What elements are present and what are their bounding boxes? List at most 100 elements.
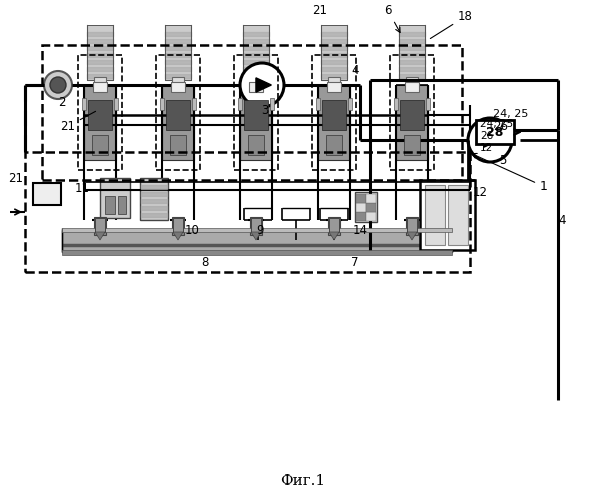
Bar bbox=[78, 55, 122, 170]
Bar bbox=[84, 85, 116, 160]
Bar bbox=[328, 77, 340, 85]
Bar bbox=[93, 82, 107, 92]
Polygon shape bbox=[173, 232, 183, 240]
Bar bbox=[243, 25, 269, 80]
Bar bbox=[270, 98, 274, 110]
Bar bbox=[425, 185, 445, 245]
Bar bbox=[394, 98, 398, 110]
Circle shape bbox=[50, 77, 66, 93]
Bar bbox=[165, 25, 191, 80]
Bar bbox=[321, 25, 347, 80]
Text: 28: 28 bbox=[486, 126, 504, 138]
Text: 24, 25: 24, 25 bbox=[480, 119, 513, 129]
Text: 21: 21 bbox=[60, 112, 96, 133]
Bar bbox=[400, 100, 424, 130]
Bar bbox=[348, 98, 352, 110]
Bar bbox=[171, 82, 185, 92]
Bar bbox=[366, 194, 376, 203]
Bar bbox=[25, 152, 470, 272]
Text: 10: 10 bbox=[185, 224, 199, 236]
Bar bbox=[249, 82, 263, 92]
Bar bbox=[166, 100, 190, 130]
Bar bbox=[240, 85, 272, 160]
Bar bbox=[420, 180, 475, 250]
Text: 18: 18 bbox=[430, 10, 473, 38]
Bar bbox=[476, 120, 514, 144]
Circle shape bbox=[468, 118, 512, 162]
Bar bbox=[328, 217, 340, 235]
Polygon shape bbox=[484, 133, 499, 147]
Text: Фиг.1: Фиг.1 bbox=[281, 474, 325, 488]
Bar bbox=[250, 77, 262, 85]
Bar bbox=[406, 217, 418, 235]
Bar bbox=[94, 77, 106, 85]
Text: 1: 1 bbox=[471, 154, 548, 193]
Text: 3: 3 bbox=[261, 104, 268, 117]
Polygon shape bbox=[329, 232, 339, 240]
Bar bbox=[390, 55, 434, 170]
Text: 21: 21 bbox=[8, 172, 23, 184]
Bar bbox=[355, 192, 377, 222]
Bar bbox=[399, 25, 425, 80]
Bar bbox=[172, 217, 184, 235]
Bar bbox=[312, 55, 356, 170]
Bar bbox=[82, 98, 86, 110]
Text: 8: 8 bbox=[201, 256, 208, 268]
Bar bbox=[87, 25, 113, 80]
Bar bbox=[327, 82, 341, 92]
Bar bbox=[244, 100, 268, 130]
Bar bbox=[322, 100, 346, 130]
Bar bbox=[162, 85, 194, 160]
Bar bbox=[62, 228, 452, 232]
Bar bbox=[88, 100, 112, 130]
Bar bbox=[356, 194, 366, 203]
Bar bbox=[140, 178, 168, 220]
Bar bbox=[405, 82, 419, 92]
Text: 14: 14 bbox=[353, 224, 367, 236]
Text: 11: 11 bbox=[75, 182, 90, 194]
Bar bbox=[448, 185, 468, 245]
Text: 9: 9 bbox=[256, 224, 264, 236]
Polygon shape bbox=[251, 232, 261, 240]
Text: 24, 25: 24, 25 bbox=[493, 109, 528, 119]
Bar bbox=[105, 196, 115, 214]
Bar bbox=[170, 135, 186, 155]
Bar bbox=[366, 203, 376, 212]
Bar bbox=[318, 85, 350, 160]
Bar bbox=[172, 77, 184, 85]
Bar bbox=[42, 45, 462, 180]
Text: 26: 26 bbox=[480, 131, 493, 141]
Polygon shape bbox=[407, 232, 417, 240]
Bar bbox=[250, 217, 262, 235]
Text: 7: 7 bbox=[351, 256, 359, 268]
Bar bbox=[62, 230, 452, 252]
Text: 21: 21 bbox=[313, 4, 327, 16]
Text: 12: 12 bbox=[480, 143, 493, 153]
Bar bbox=[160, 98, 164, 110]
Bar bbox=[238, 98, 242, 110]
Bar bbox=[248, 135, 264, 155]
Bar bbox=[94, 217, 106, 235]
Bar bbox=[118, 196, 126, 214]
Bar bbox=[92, 135, 108, 155]
Bar bbox=[251, 218, 261, 232]
Bar bbox=[234, 55, 278, 170]
Bar bbox=[62, 250, 452, 255]
Bar bbox=[33, 183, 61, 205]
Text: 12: 12 bbox=[473, 186, 487, 200]
Bar bbox=[192, 98, 196, 110]
Bar bbox=[329, 218, 339, 232]
Bar bbox=[156, 55, 200, 170]
Text: 4: 4 bbox=[558, 214, 566, 226]
Bar bbox=[114, 98, 118, 110]
Bar bbox=[406, 77, 418, 85]
Bar bbox=[356, 203, 366, 212]
Bar bbox=[407, 218, 417, 232]
Polygon shape bbox=[256, 78, 271, 92]
Text: 26: 26 bbox=[493, 120, 508, 132]
Circle shape bbox=[44, 71, 72, 99]
Circle shape bbox=[240, 63, 284, 107]
Bar bbox=[326, 135, 342, 155]
Bar bbox=[396, 85, 428, 160]
Bar bbox=[366, 212, 376, 221]
